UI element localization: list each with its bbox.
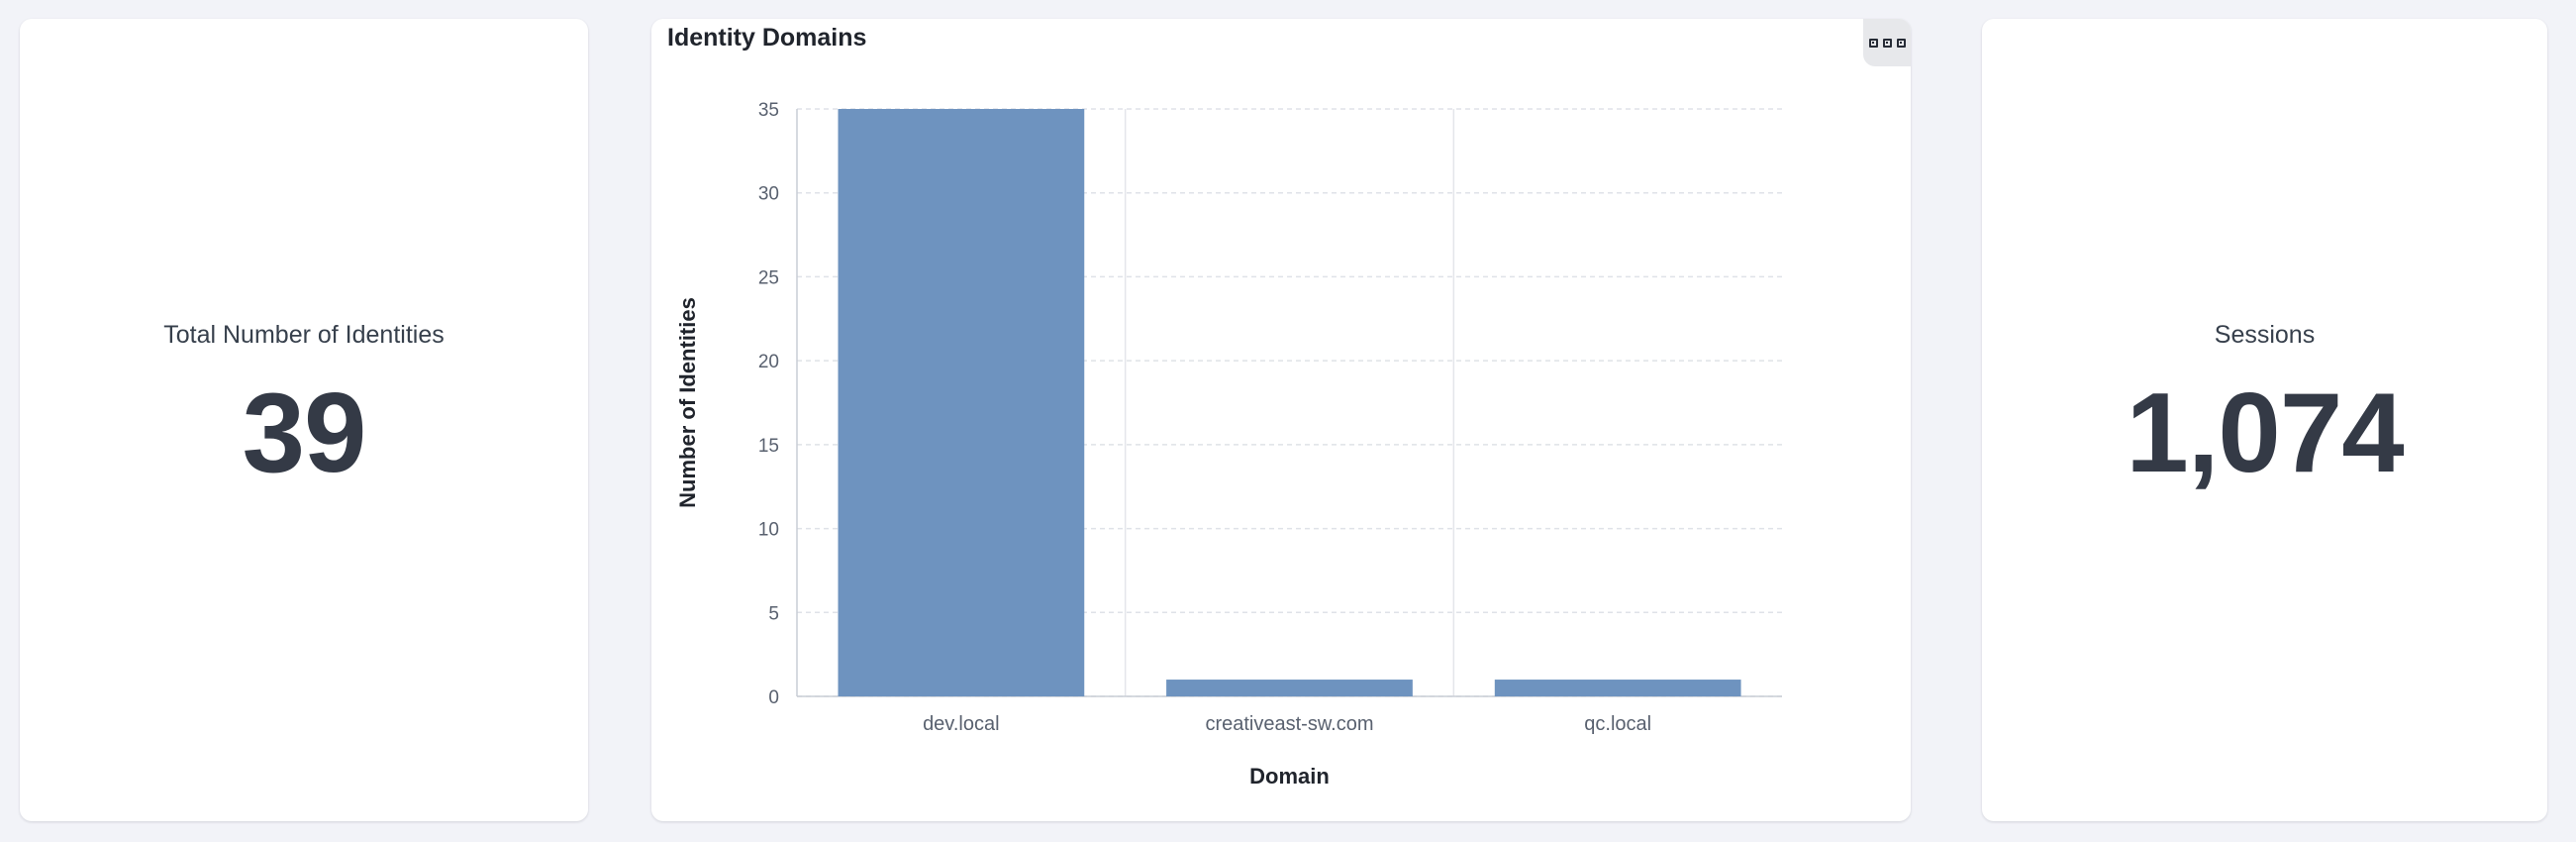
svg-text:20: 20 [758,352,779,372]
svg-text:0: 0 [768,687,779,708]
svg-text:creativeast-sw.com: creativeast-sw.com [1205,713,1373,735]
svg-text:10: 10 [758,520,779,541]
svg-text:5: 5 [768,603,779,624]
svg-text:35: 35 [758,100,779,121]
svg-text:25: 25 [758,267,779,288]
svg-text:dev.local: dev.local [923,713,999,735]
svg-text:Number of Identities: Number of Identities [675,297,700,508]
svg-text:15: 15 [758,436,779,457]
svg-text:30: 30 [758,184,779,205]
svg-text:qc.local: qc.local [1584,713,1651,735]
svg-text:Domain: Domain [1249,764,1330,789]
